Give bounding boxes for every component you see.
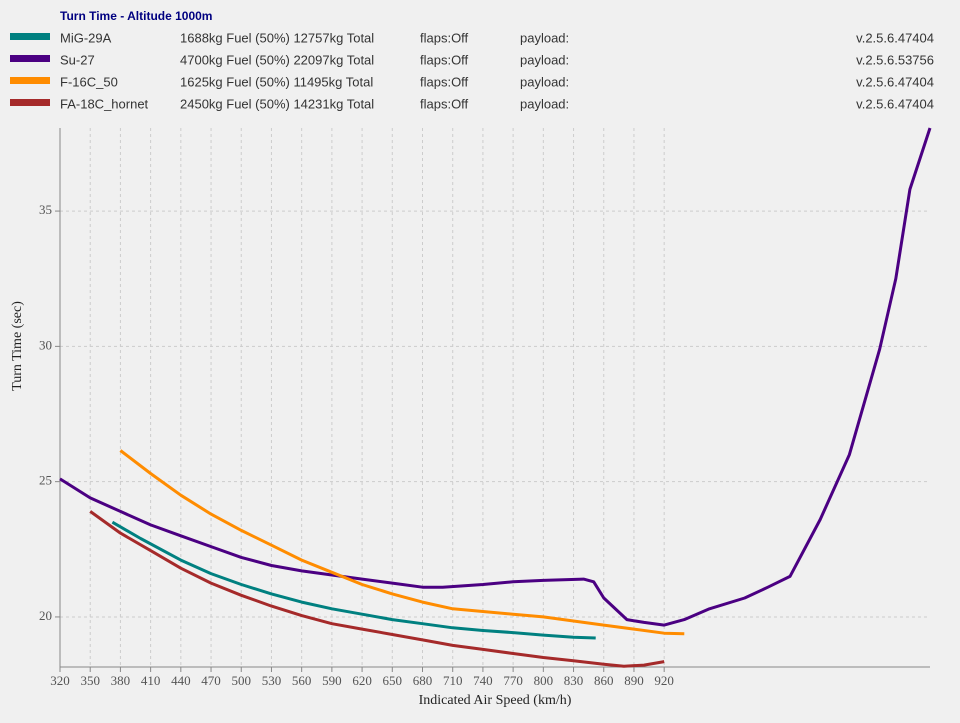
x-tick-label: 440 — [171, 673, 191, 688]
legend-payload: payload: — [520, 74, 569, 89]
legend-version: v.2.5.6.47404 — [856, 30, 934, 45]
x-tick-label: 620 — [352, 673, 372, 688]
x-tick-label: 350 — [80, 673, 100, 688]
y-tick-label: 35 — [39, 202, 52, 217]
legend-swatch — [10, 77, 50, 84]
legend-swatch — [10, 99, 50, 106]
x-tick-label: 680 — [413, 673, 433, 688]
y-tick-label: 30 — [39, 337, 52, 352]
legend-description: 1688kg Fuel (50%) 12757kg Total — [180, 30, 374, 45]
series-line — [89, 510, 665, 668]
x-tick-label: 530 — [262, 673, 282, 688]
legend-description: 1625kg Fuel (50%) 11495kg Total — [180, 74, 373, 89]
x-tick-label: 740 — [473, 673, 493, 688]
legend-name: F-16C_50 — [60, 74, 118, 89]
legend-payload: payload: — [520, 96, 569, 111]
legend-swatch — [10, 55, 50, 62]
legend-payload: payload: — [520, 30, 569, 45]
y-tick-label: 20 — [39, 608, 52, 623]
legend-flaps: flaps:Off — [420, 96, 469, 111]
y-tick-label: 25 — [39, 473, 52, 488]
legend-name: MiG-29A — [60, 30, 112, 45]
x-tick-label: 650 — [383, 673, 403, 688]
x-tick-label: 410 — [141, 673, 161, 688]
x-tick-label: 800 — [534, 673, 554, 688]
legend-description: 2450kg Fuel (50%) 14231kg Total — [180, 96, 374, 111]
legend-description: 4700kg Fuel (50%) 22097kg Total — [180, 52, 374, 67]
x-tick-label: 590 — [322, 673, 342, 688]
legend-flaps: flaps:Off — [420, 30, 469, 45]
legend-name: FA-18C_hornet — [60, 96, 149, 111]
legend-flaps: flaps:Off — [420, 74, 469, 89]
y-axis-label: Turn Time (sec) — [10, 301, 25, 391]
x-tick-label: 920 — [654, 673, 674, 688]
legend-swatch — [10, 33, 50, 40]
legend-version: v.2.5.6.47404 — [856, 96, 934, 111]
x-tick-label: 770 — [503, 673, 523, 688]
series-line — [119, 449, 685, 636]
legend-flaps: flaps:Off — [420, 52, 469, 67]
x-tick-label: 710 — [443, 673, 463, 688]
legend-payload: payload: — [520, 52, 569, 67]
series-line — [59, 127, 932, 627]
x-tick-label: 860 — [594, 673, 614, 688]
series-line — [111, 520, 596, 640]
x-tick-label: 380 — [111, 673, 131, 688]
x-tick-label: 890 — [624, 673, 644, 688]
legend-version: v.2.5.6.53756 — [856, 52, 934, 67]
x-tick-label: 560 — [292, 673, 312, 688]
x-tick-label: 470 — [201, 673, 221, 688]
x-tick-label: 830 — [564, 673, 584, 688]
x-axis-label: Indicated Air Speed (km/h) — [419, 693, 572, 708]
x-tick-label: 500 — [232, 673, 252, 688]
x-tick-label: 320 — [50, 673, 70, 688]
chart-title: Turn Time - Altitude 1000m — [60, 9, 212, 23]
legend-name: Su-27 — [60, 52, 95, 67]
legend-version: v.2.5.6.47404 — [856, 74, 934, 89]
